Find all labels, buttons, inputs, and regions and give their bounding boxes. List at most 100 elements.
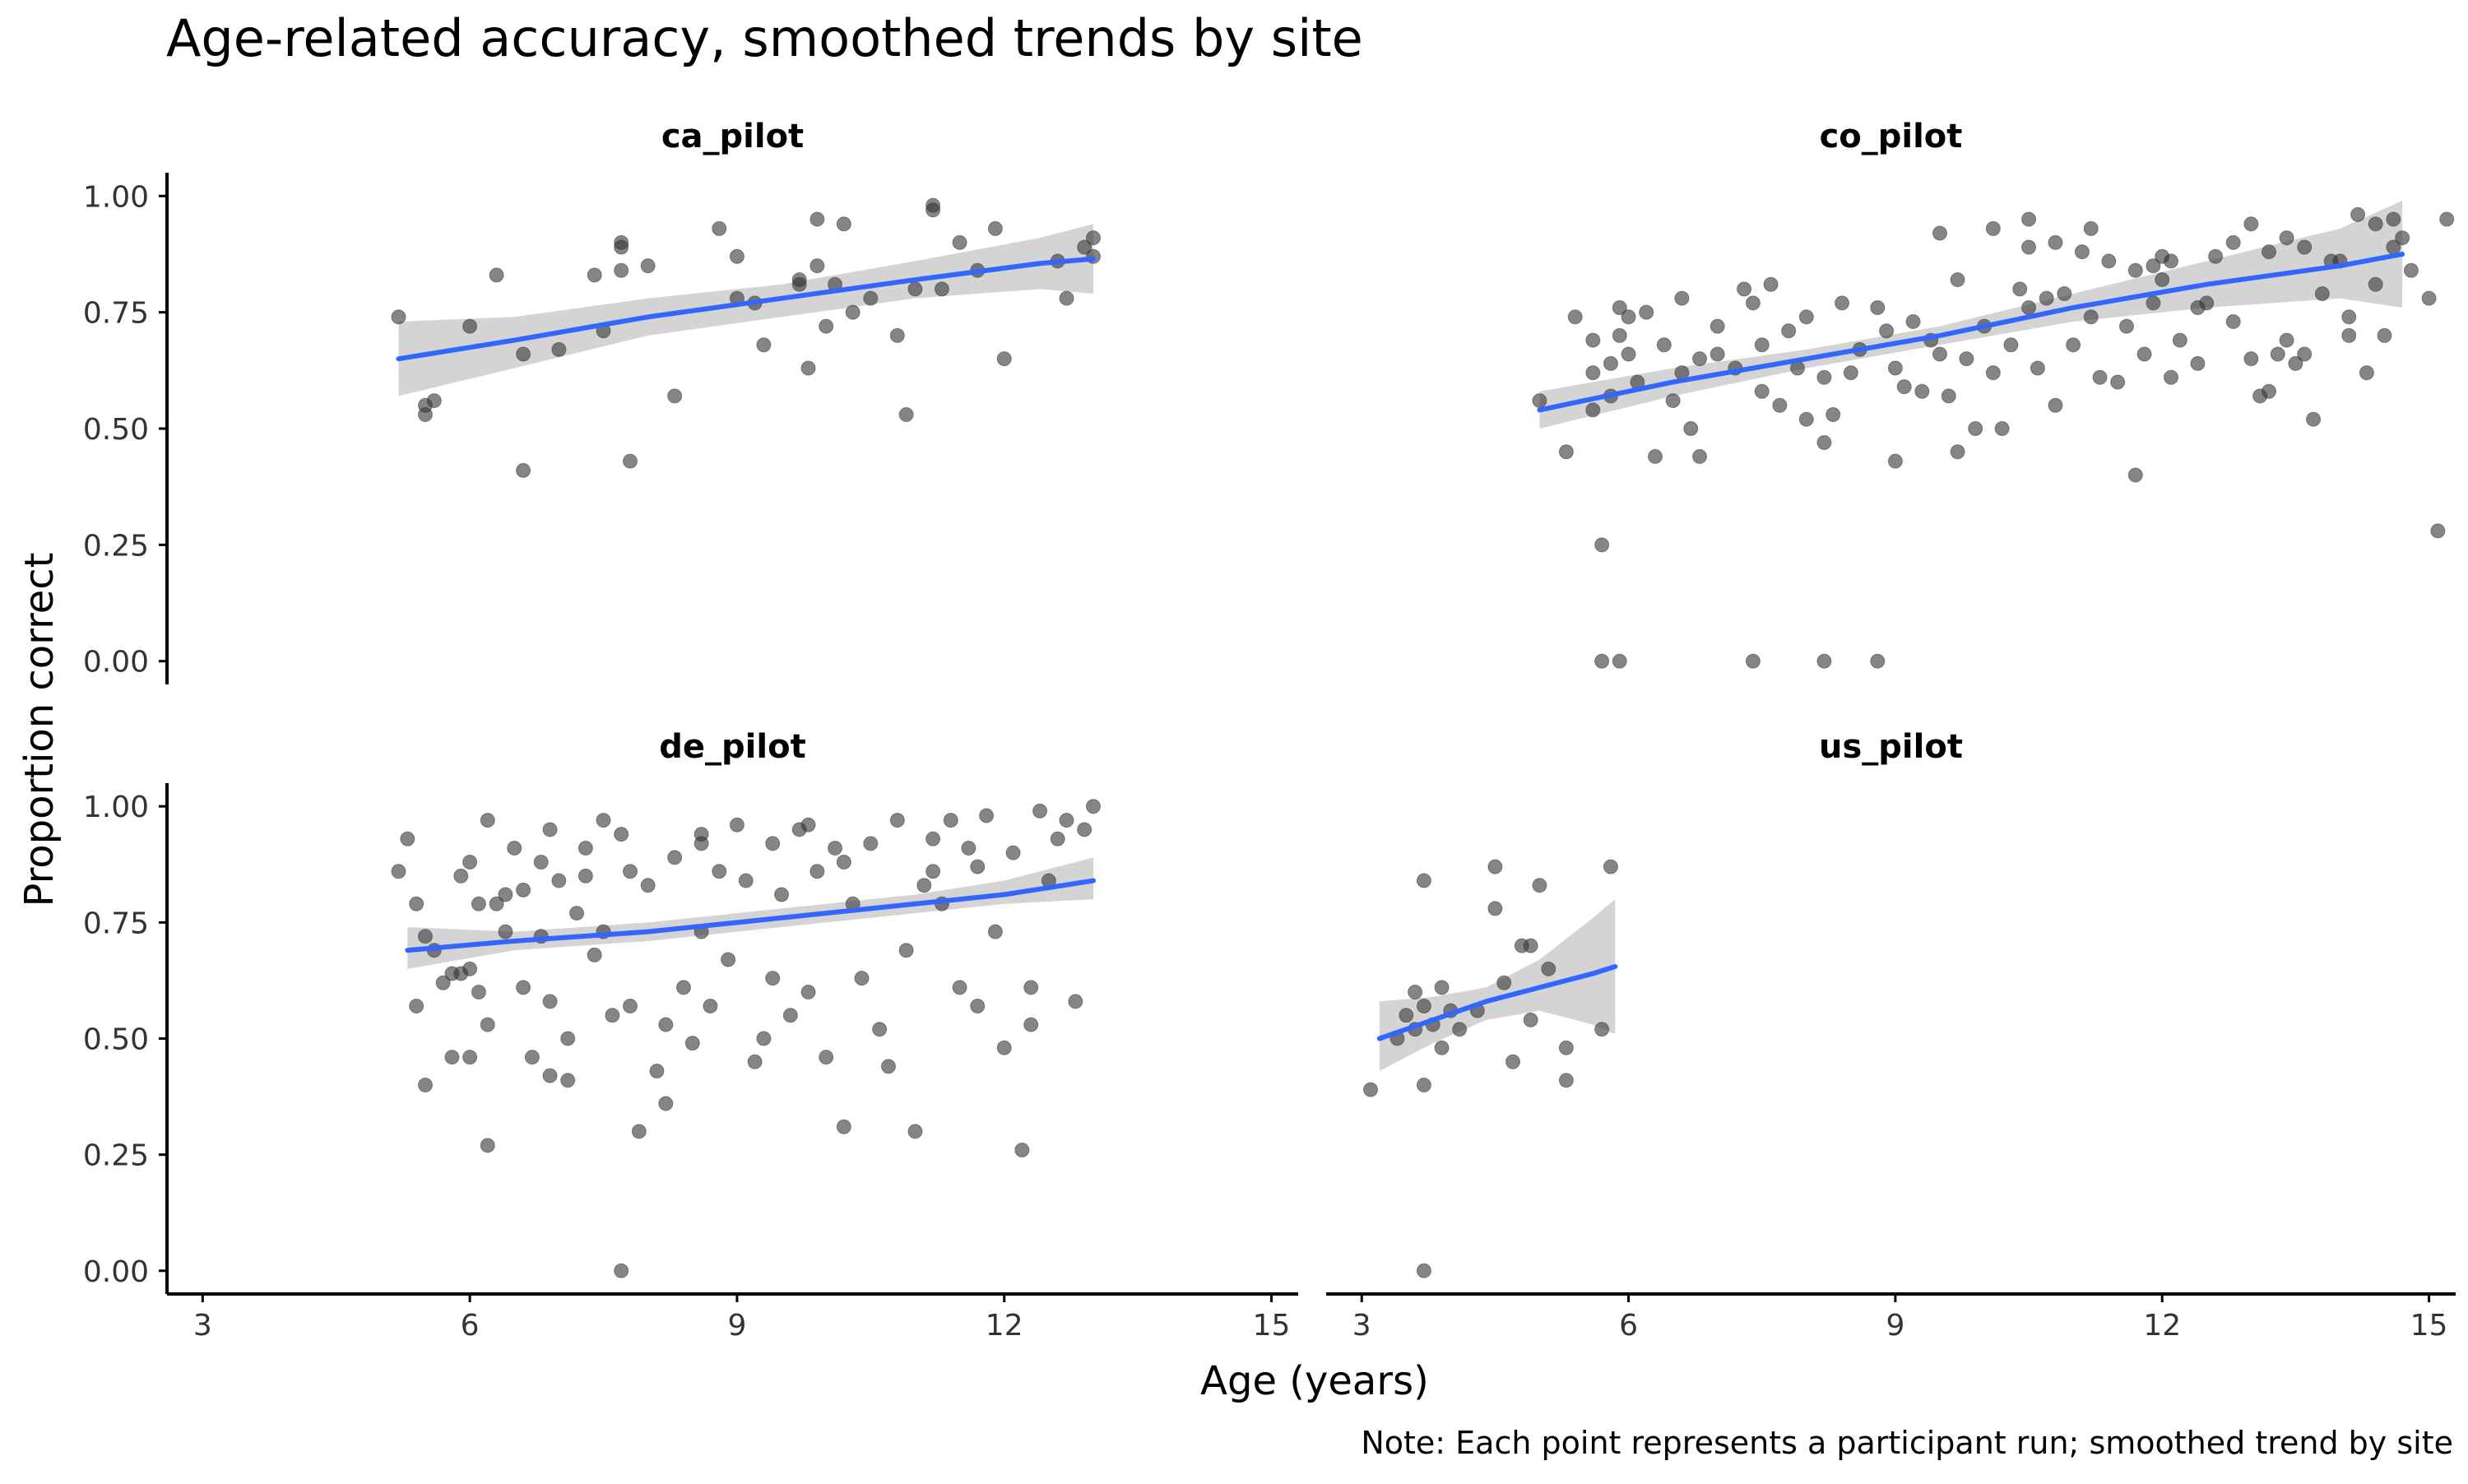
- data-point: [551, 341, 567, 357]
- data-point: [498, 887, 513, 902]
- data-point: [1558, 444, 1574, 460]
- data-point: [667, 388, 683, 404]
- data-point: [845, 304, 861, 320]
- data-point: [2270, 346, 2285, 362]
- data-point: [542, 1068, 558, 1083]
- y-tick-label: 0.25: [83, 529, 149, 563]
- data-point: [1416, 1263, 1431, 1278]
- data-point: [1505, 1054, 1521, 1069]
- facet-de_pilot: de_pilot 0.00 0.25 0.50 0.75 1.00 3 6 9 12 15: [83, 728, 1298, 1343]
- data-point: [1870, 653, 1886, 669]
- data-point: [2048, 234, 2063, 250]
- data-point: [675, 980, 691, 995]
- data-point: [1416, 873, 1431, 888]
- data-point: [1005, 845, 1021, 860]
- data-point: [1692, 448, 1708, 464]
- data-point: [1032, 803, 1048, 819]
- data-point: [810, 258, 825, 274]
- data-point: [417, 1077, 433, 1092]
- data-point: [1763, 276, 1779, 292]
- data-point: [934, 281, 949, 297]
- data-point: [622, 998, 638, 1013]
- data-point: [1496, 975, 1512, 990]
- data-point: [2225, 313, 2241, 329]
- data-point: [542, 822, 558, 837]
- data-point: [2306, 411, 2322, 427]
- data-point: [596, 813, 611, 828]
- x-tick-label: 15: [2410, 1309, 2448, 1343]
- data-point: [560, 1031, 576, 1046]
- data-point: [507, 841, 522, 856]
- data-point: [2225, 234, 2241, 250]
- data-point: [2261, 244, 2276, 260]
- data-point: [2092, 369, 2108, 385]
- data-point: [1532, 393, 1547, 409]
- data-point: [880, 1059, 896, 1074]
- data-point: [2243, 216, 2259, 232]
- data-point: [2021, 299, 2037, 315]
- data-point: [516, 462, 531, 478]
- confidence-band: [407, 857, 1093, 969]
- data-point: [1567, 309, 1583, 325]
- data-point: [1023, 980, 1039, 995]
- data-point: [1558, 1073, 1574, 1088]
- data-point: [952, 980, 967, 995]
- data-point: [800, 817, 816, 832]
- x-tick-label: 12: [2143, 1309, 2181, 1343]
- data-point: [2066, 337, 2081, 353]
- data-point: [658, 1096, 674, 1111]
- data-point: [1816, 369, 1832, 385]
- data-point: [684, 1036, 700, 1051]
- data-point: [2003, 337, 2019, 353]
- data-point: [747, 1054, 763, 1069]
- data-point: [2421, 290, 2437, 306]
- data-point: [2341, 309, 2357, 325]
- data-point: [578, 868, 593, 883]
- y-tick-label: 0.00: [83, 646, 149, 679]
- data-point: [1612, 327, 1627, 343]
- data-point: [1985, 365, 2001, 381]
- data-point: [2439, 211, 2455, 227]
- data-point: [1710, 346, 1725, 362]
- data-point: [489, 896, 504, 911]
- data-point: [889, 327, 905, 343]
- data-point: [926, 202, 941, 218]
- data-point: [1085, 799, 1101, 814]
- data-point: [471, 896, 486, 911]
- data-point: [836, 216, 851, 232]
- data-point: [480, 813, 495, 828]
- data-point: [1594, 653, 1610, 669]
- y-tick-label: 0.25: [83, 1139, 149, 1173]
- data-point: [926, 831, 941, 846]
- trend-line: [396, 256, 1096, 362]
- data-point: [1532, 878, 1547, 893]
- data-point: [1059, 290, 1074, 306]
- data-point: [889, 813, 905, 828]
- y-tick-label: 1.00: [83, 180, 149, 214]
- data-point: [471, 985, 486, 1000]
- data-point: [516, 980, 531, 995]
- data-point: [810, 211, 825, 227]
- data-point: [1014, 1142, 1030, 1157]
- x-tick-label: 15: [1253, 1309, 1291, 1343]
- data-point: [1085, 230, 1101, 246]
- data-point: [765, 836, 781, 851]
- data-point: [1648, 448, 1663, 464]
- data-point: [1914, 383, 1930, 399]
- data-point: [417, 929, 433, 944]
- data-point: [1683, 421, 1699, 436]
- data-point: [409, 998, 424, 1013]
- data-point: [2155, 272, 2170, 288]
- chart-title: Age-related accuracy, smoothed trends by…: [166, 8, 1363, 68]
- data-point: [489, 267, 504, 283]
- data-point: [1994, 421, 2010, 436]
- data-point: [480, 1017, 495, 1032]
- data-point: [1594, 537, 1610, 553]
- data-point: [614, 1263, 629, 1278]
- data-point: [409, 896, 424, 911]
- data-point: [1603, 859, 1618, 874]
- data-point: [970, 859, 986, 874]
- data-point: [1941, 388, 1956, 404]
- data-point: [622, 453, 638, 469]
